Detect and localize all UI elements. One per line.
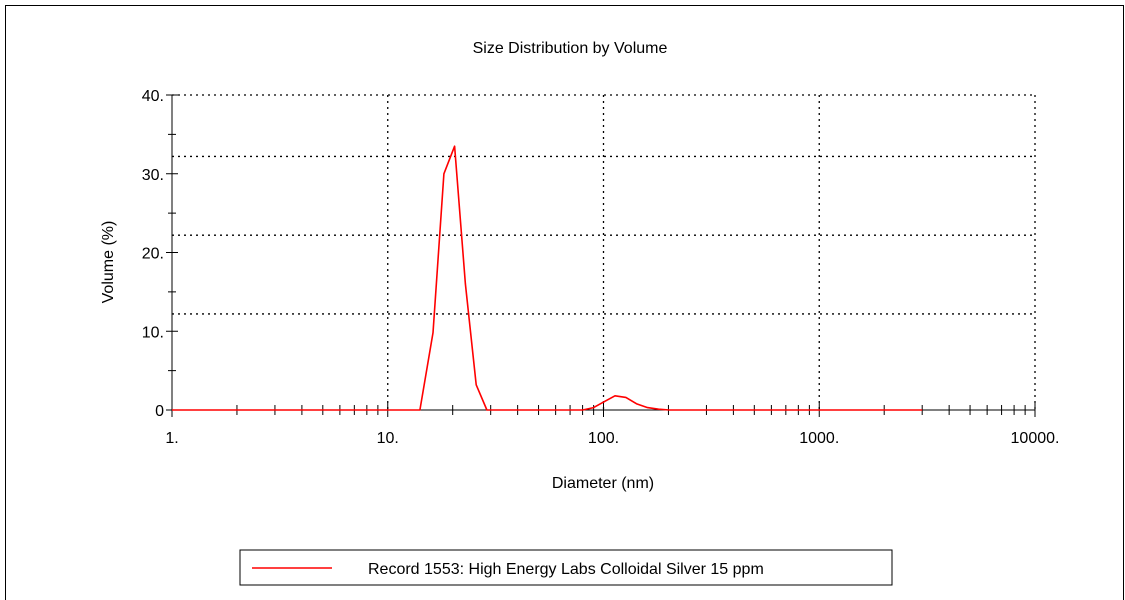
legend-box [239, 549, 893, 586]
x-tick-label: 100. [588, 430, 619, 447]
tick-labels: 1. 10. 100. 1000. 10000. 0 10. 20. 30. 40. [142, 88, 1060, 447]
series-line [172, 145, 923, 411]
y-tick-label: 0 [155, 403, 164, 420]
x-tick-label: 1. [165, 430, 178, 447]
chart-border [5, 5, 1124, 600]
y-tick-label: 10. [142, 324, 164, 341]
y-axis-label: Volume (%) [100, 221, 117, 304]
y-tick-label: 40. [142, 88, 164, 105]
y-tick-label: 30. [142, 167, 164, 184]
x-axis-label: Diameter (nm) [552, 475, 654, 492]
legend: Record 1553: High Energy Labs Colloidal … [239, 549, 893, 586]
grid-lines [172, 94, 1036, 410]
x-tick-label: 10000. [1011, 430, 1060, 447]
x-tick-label: 1000. [799, 430, 839, 447]
x-tick-label: 10. [377, 430, 399, 447]
series-lines [172, 145, 923, 411]
y-tick-label: 20. [142, 246, 164, 263]
chart-title: Size Distribution by Volume [473, 40, 668, 57]
axes [166, 94, 1036, 417]
legend-label: Record 1553: High Energy Labs Colloidal … [368, 561, 764, 578]
